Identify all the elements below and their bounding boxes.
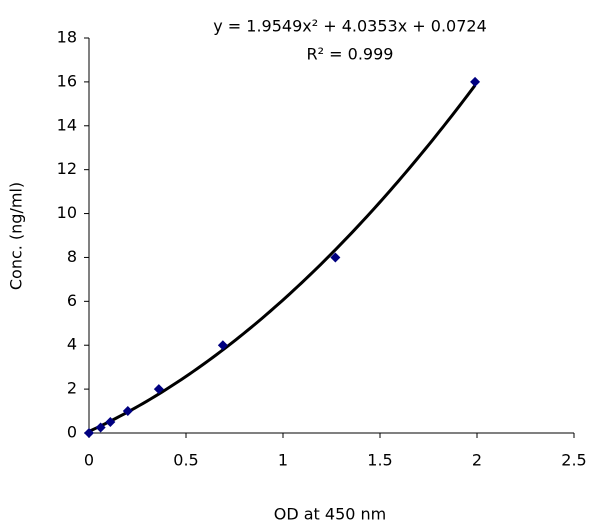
data-point [84, 428, 94, 438]
y-tick-label: 18 [57, 28, 77, 47]
x-axis-title: OD at 450 nm [274, 505, 387, 524]
y-tick-label: 0 [67, 423, 77, 442]
r-squared: R² = 0.999 [307, 45, 394, 64]
trendline-equation: y = 1.9549x² + 4.0353x + 0.0724 [213, 17, 487, 36]
data-point [330, 252, 341, 263]
y-tick-label: 10 [57, 203, 77, 222]
y-tick-label: 8 [67, 247, 77, 266]
x-tick-label: 1 [278, 451, 288, 470]
y-tick-label: 4 [67, 335, 77, 354]
x-tick-label: 0 [84, 451, 94, 470]
data-point [217, 340, 228, 351]
data-point [153, 384, 164, 395]
data-point [470, 76, 481, 87]
y-tick-label: 14 [57, 115, 77, 134]
y-axis-title: Conc. (ng/ml) [7, 182, 26, 290]
data-point [122, 406, 133, 417]
y-tick-label: 2 [67, 379, 77, 398]
x-tick-label: 1.5 [367, 451, 392, 470]
data-point [105, 417, 116, 428]
data-point [95, 422, 106, 433]
x-tick-label: 2 [472, 451, 482, 470]
trendline [88, 84, 477, 433]
y-tick-label: 16 [57, 71, 77, 90]
y-tick-label: 6 [67, 291, 77, 310]
y-tick-label: 12 [57, 159, 77, 178]
x-tick-label: 0.5 [173, 451, 198, 470]
x-tick-label: 2.5 [561, 451, 586, 470]
